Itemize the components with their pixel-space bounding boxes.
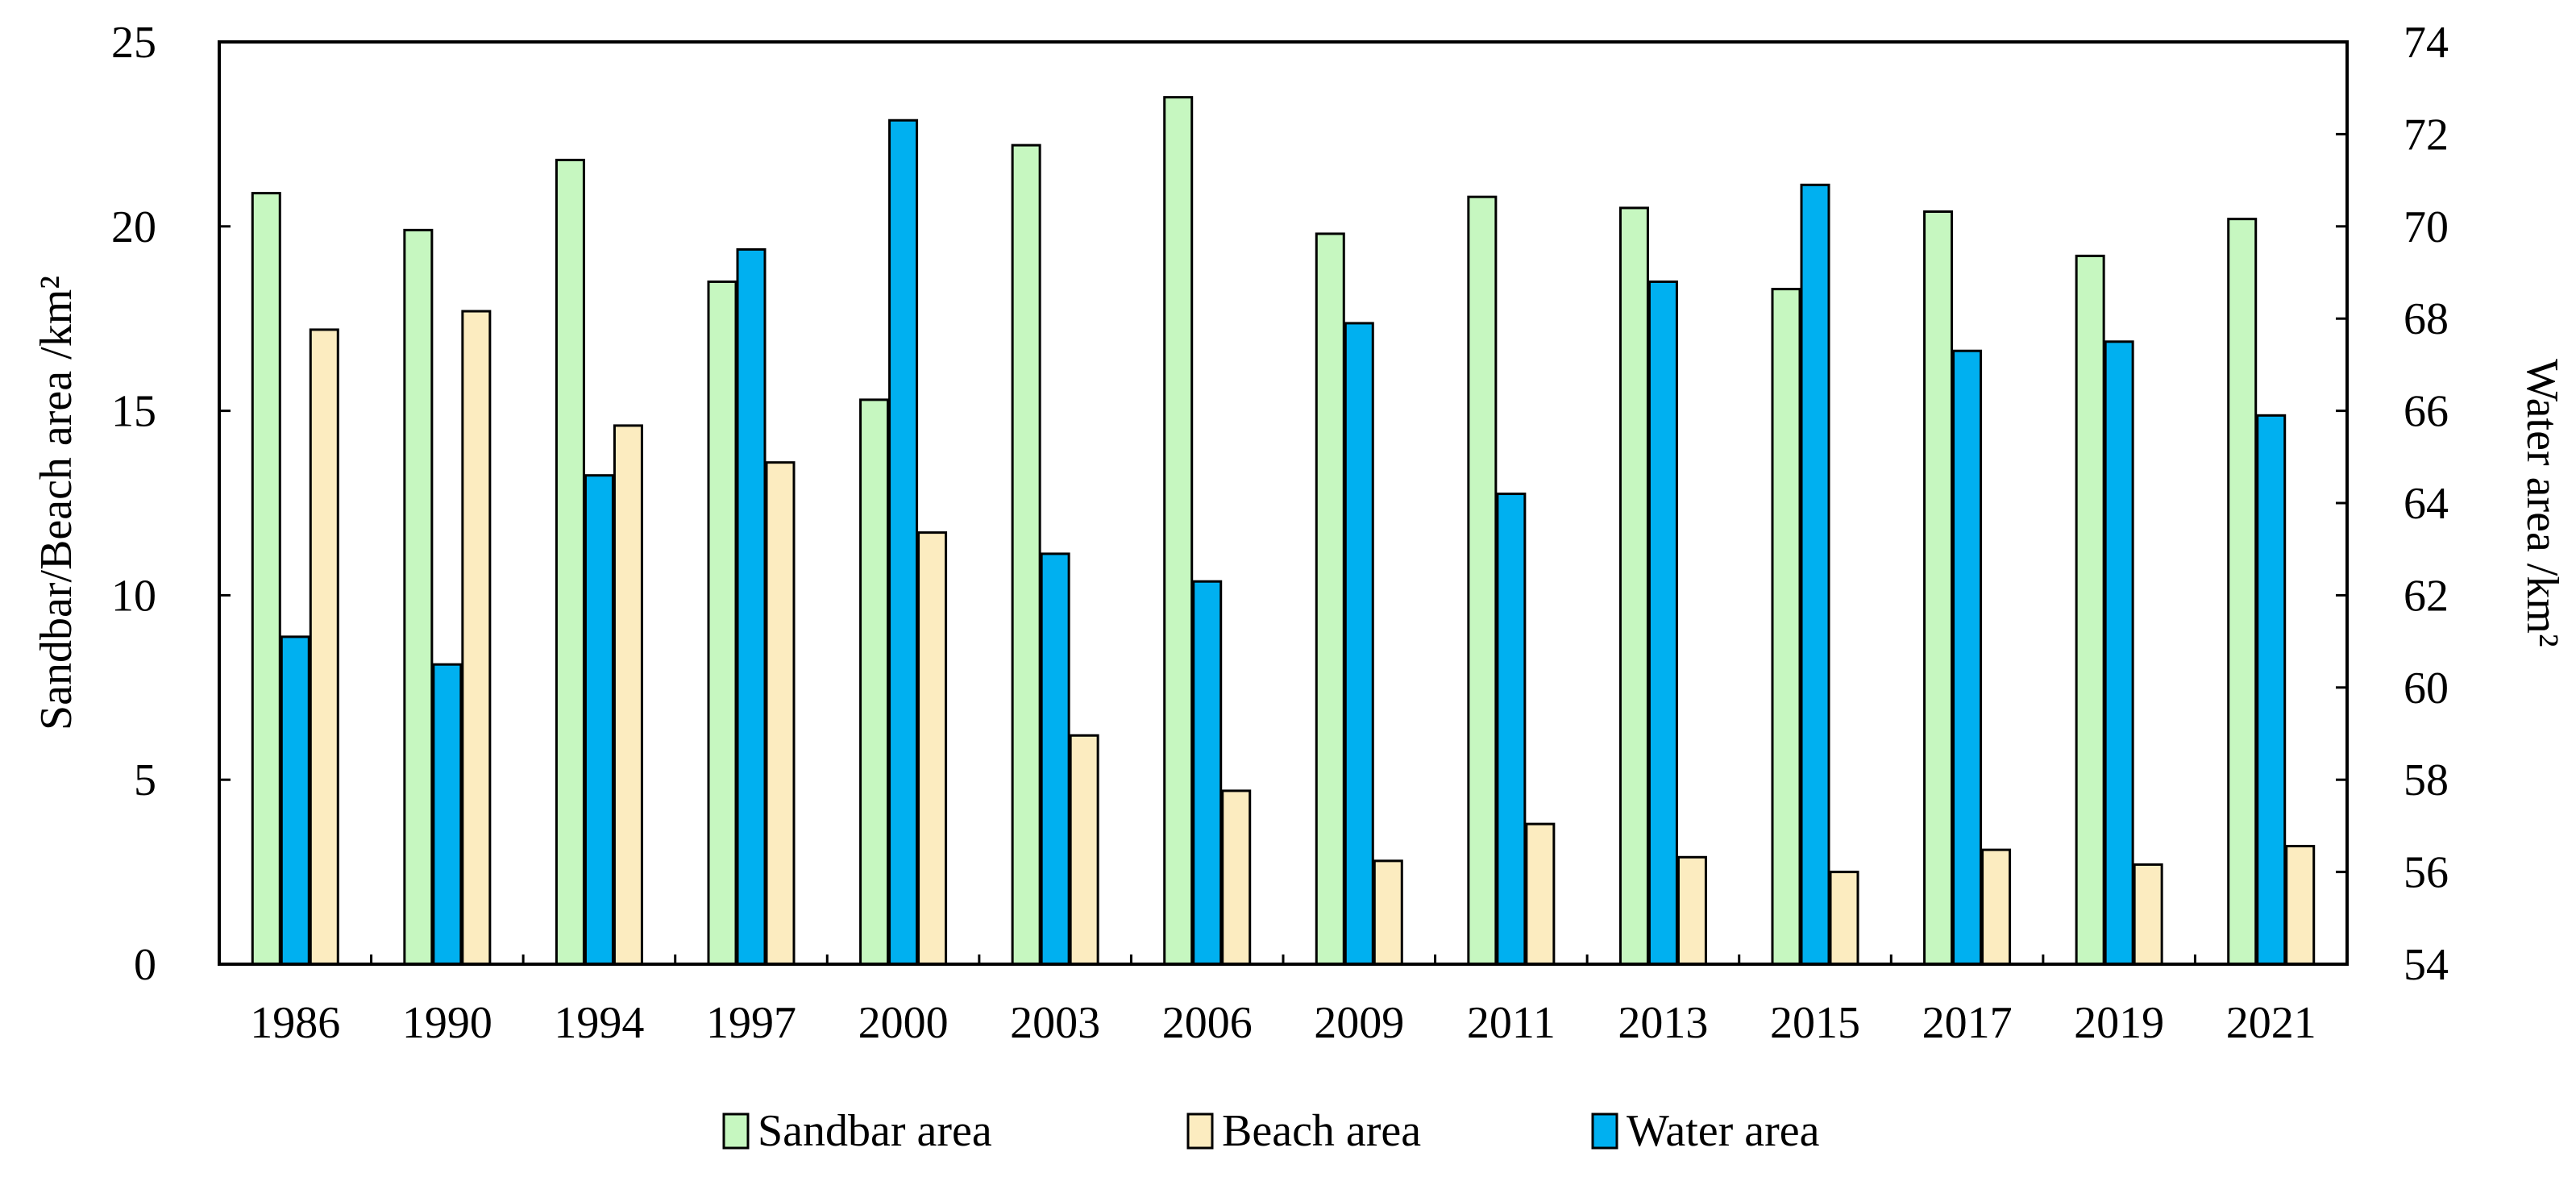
right-tick-label: 64	[2404, 479, 2449, 529]
legend-label-beach: Beach area	[1222, 1106, 1421, 1156]
x-tick-label: 2006	[1162, 998, 1253, 1048]
right-tick-label: 60	[2404, 663, 2449, 713]
bar-beach-area-1990	[461, 310, 492, 966]
bar-sandbar-area-2013	[1618, 206, 1649, 966]
bar-beach-area-2021	[2285, 845, 2316, 966]
x-tick-label: 2009	[1314, 998, 1404, 1048]
right-tick-label: 66	[2404, 387, 2449, 437]
left-tick-label: 15	[111, 387, 156, 437]
legend-label-water: Water area	[1627, 1106, 1820, 1156]
x-tick-label: 2000	[858, 998, 949, 1048]
left-tick-label: 25	[111, 18, 156, 68]
bar-beach-area-2015	[1829, 871, 1859, 966]
bar-sandbar-area-1997	[707, 280, 737, 966]
legend-swatch-water	[1591, 1113, 1618, 1150]
left-tick-label: 20	[111, 202, 156, 252]
bar-water-area-2006	[1192, 580, 1223, 966]
bar-sandbar-area-1994	[555, 158, 585, 966]
bar-beach-area-1994	[613, 424, 643, 966]
bar-water-area-2019	[2104, 340, 2134, 966]
bar-water-area-2015	[1800, 183, 1830, 966]
bar-beach-area-2006	[1221, 789, 1252, 966]
right-tick-label: 70	[2404, 202, 2449, 252]
plot-area-frame	[218, 40, 2349, 966]
bar-beach-area-2019	[2133, 863, 2163, 966]
bar-beach-area-1986	[309, 328, 339, 966]
bar-water-area-1997	[736, 247, 767, 966]
bar-sandbar-area-2021	[2227, 218, 2258, 966]
x-tick-label: 1990	[402, 998, 492, 1048]
x-tick-label: 1994	[554, 998, 644, 1048]
bar-sandbar-area-2003	[1011, 143, 1041, 966]
left-axis-title: Sandbar/Beach area /km²	[31, 276, 81, 730]
right-axis-title: Water area /km²	[2517, 359, 2567, 647]
right-tick-label: 68	[2404, 294, 2449, 344]
right-tick-label: 62	[2404, 571, 2449, 621]
x-tick-label: 2013	[1618, 998, 1708, 1048]
bar-beach-area-1997	[765, 461, 796, 966]
bar-water-area-2021	[2256, 414, 2287, 966]
bar-water-area-1994	[584, 474, 614, 966]
bar-sandbar-area-2015	[1771, 288, 1801, 966]
bar-beach-area-2009	[1373, 859, 1403, 966]
x-tick-label: 2017	[1922, 998, 2013, 1048]
x-tick-label: 2003	[1010, 998, 1100, 1048]
bar-sandbar-area-2009	[1315, 232, 1345, 966]
bar-sandbar-area-2017	[1923, 210, 1954, 966]
bars-layer	[251, 96, 2316, 966]
x-tick-label: 1997	[706, 998, 796, 1048]
right-tick-label: 58	[2404, 755, 2449, 805]
left-tick-label: 5	[134, 755, 156, 805]
bar-water-area-2013	[1647, 280, 1678, 966]
right-tick-label: 72	[2404, 110, 2449, 160]
right-tick-label: 74	[2404, 18, 2449, 68]
bar-sandbar-area-1986	[251, 192, 281, 966]
bar-sandbar-area-2006	[1163, 96, 1194, 966]
bar-beach-area-2000	[917, 531, 948, 966]
bar-water-area-1986	[280, 635, 310, 966]
bar-water-area-2000	[888, 119, 919, 966]
bar-beach-area-2017	[1981, 848, 2012, 966]
bar-water-area-2011	[1496, 493, 1527, 966]
legend-swatch-beach	[1186, 1113, 1214, 1150]
bar-water-area-1990	[432, 663, 463, 966]
bar-sandbar-area-2011	[1467, 195, 1498, 966]
right-tick-label: 54	[2404, 940, 2449, 990]
legend: Sandbar area Beach area Water area	[722, 1106, 1820, 1156]
bar-water-area-2017	[1952, 349, 1983, 966]
legend-label-sandbar: Sandbar area	[758, 1106, 992, 1156]
x-tick-label: 2019	[2074, 998, 2164, 1048]
bar-sandbar-area-2000	[859, 398, 890, 966]
bar-beach-area-2011	[1525, 822, 1556, 966]
bar-water-area-2009	[1344, 322, 1374, 966]
bar-sandbar-area-2019	[2075, 254, 2105, 966]
x-tick-label: 1986	[250, 998, 340, 1048]
left-tick-label: 0	[134, 940, 156, 990]
x-axis: 1986 1990 1994 1997 2000 2003 2006 2009 2011 2013…	[250, 954, 2316, 1048]
x-tick-label: 2011	[1467, 998, 1556, 1048]
bar-water-area-2003	[1040, 552, 1070, 966]
bar-beach-area-2003	[1069, 734, 1099, 966]
left-tick-label: 10	[111, 571, 156, 621]
bar-beach-area-2013	[1676, 855, 1707, 966]
right-tick-label: 56	[2404, 848, 2449, 898]
left-axis: 0 5 10 15 20 25	[111, 18, 231, 990]
legend-swatch-sandbar	[722, 1113, 750, 1150]
x-tick-label: 2015	[1770, 998, 1860, 1048]
right-axis: 54 56 58 60 62 64 66 68 70 72 74	[2336, 18, 2449, 990]
bar-sandbar-area-1990	[403, 228, 434, 966]
x-tick-label: 2021	[2226, 998, 2316, 1048]
